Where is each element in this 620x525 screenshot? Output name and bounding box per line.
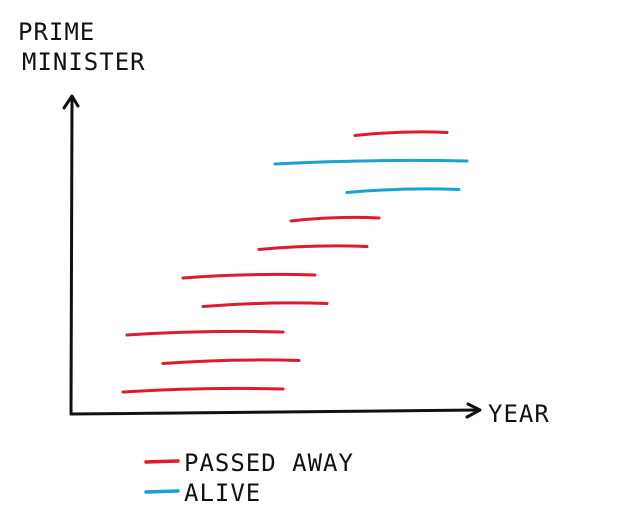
legend-swatch-passed-away [144, 459, 180, 464]
y-axis-title-line1: PRIME [18, 18, 95, 46]
passed-away-segment [181, 272, 317, 280]
legend-label-passed-away: PASSED AWAY [184, 449, 354, 477]
alive-segment [273, 158, 469, 166]
passed-away-segment [257, 244, 369, 251]
x-axis-title: YEAR [488, 400, 550, 428]
y-axis-title: PRIME MINISTER [18, 18, 146, 76]
passed-away-segment [161, 358, 301, 365]
legend-swatch-alive [144, 489, 180, 494]
x-axis-arrowhead [465, 402, 482, 419]
segments [121, 130, 469, 394]
passed-away-segment [125, 329, 285, 337]
passed-away-segment [353, 130, 449, 137]
axes [62, 94, 482, 419]
y-axis-title-line2: MINISTER [22, 48, 146, 76]
y-axis-arrowhead [62, 94, 80, 110]
passed-away-segment [201, 301, 329, 308]
x-axis [69, 408, 480, 416]
passed-away-segment [121, 386, 285, 394]
legend-label-alive: ALIVE [184, 479, 261, 507]
y-axis [69, 98, 74, 416]
alive-segment [345, 187, 461, 194]
passed-away-segment [289, 215, 381, 223]
